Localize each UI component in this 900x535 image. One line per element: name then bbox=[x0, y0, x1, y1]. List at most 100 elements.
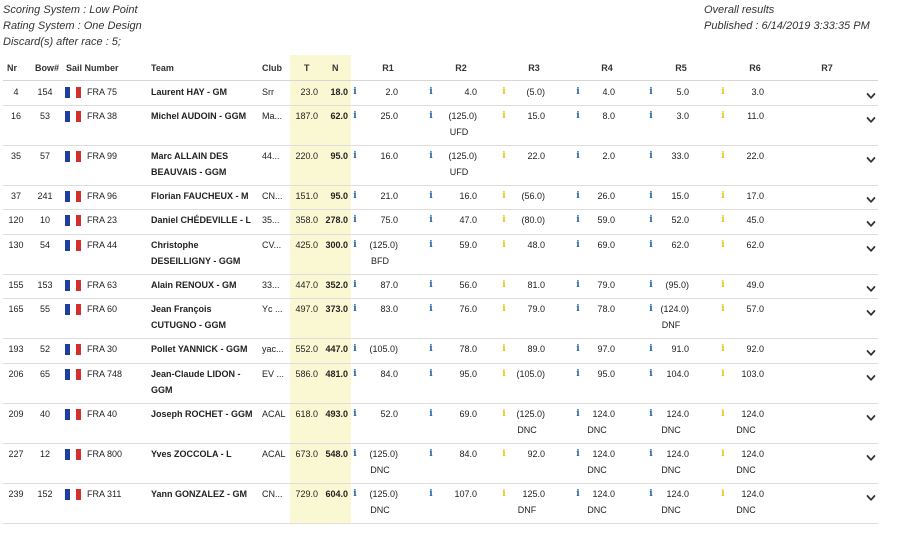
chevron-down-icon[interactable] bbox=[866, 241, 876, 252]
race-info-icon[interactable]: i bbox=[649, 240, 653, 250]
chevron-down-icon[interactable] bbox=[866, 305, 876, 316]
race-score: 2.0 bbox=[385, 87, 398, 97]
race-info-icon-alt[interactable]: i bbox=[721, 280, 725, 290]
race-info-icon[interactable]: i bbox=[649, 304, 653, 314]
row-net-info-icon[interactable]: i bbox=[353, 280, 357, 290]
chevron-down-icon[interactable] bbox=[866, 281, 876, 292]
row-net-info-icon[interactable]: i bbox=[353, 449, 357, 459]
race-info-icon-alt[interactable]: i bbox=[502, 449, 506, 459]
race-info-icon[interactable]: i bbox=[429, 489, 433, 499]
race-info-icon-alt[interactable]: i bbox=[502, 344, 506, 354]
race-penalty-code: DNC bbox=[661, 505, 681, 515]
race-info-icon[interactable]: i bbox=[429, 191, 433, 201]
chevron-down-icon[interactable] bbox=[866, 490, 876, 501]
race-info-icon-alt[interactable]: i bbox=[502, 489, 506, 499]
row-net-info-icon[interactable]: i bbox=[353, 489, 357, 499]
race-info-icon-alt[interactable]: i bbox=[721, 111, 725, 121]
row-net-info-icon[interactable]: i bbox=[353, 344, 357, 354]
row-net-info-icon[interactable]: i bbox=[353, 369, 357, 379]
race-info-icon[interactable]: i bbox=[576, 409, 580, 419]
race-info-icon[interactable]: i bbox=[576, 280, 580, 290]
race-info-icon[interactable]: i bbox=[576, 304, 580, 314]
race-info-icon-alt[interactable]: i bbox=[502, 280, 506, 290]
race-info-icon-alt[interactable]: i bbox=[502, 369, 506, 379]
row-net-info-icon[interactable]: i bbox=[353, 191, 357, 201]
race-info-icon-alt[interactable]: i bbox=[502, 215, 506, 225]
row-net-info-icon[interactable]: i bbox=[353, 240, 357, 250]
race-info-icon[interactable]: i bbox=[576, 344, 580, 354]
race-info-icon[interactable]: i bbox=[649, 111, 653, 121]
column-header-race-3: R3 bbox=[528, 63, 540, 73]
chevron-down-icon[interactable] bbox=[866, 88, 876, 99]
row-net-info-icon[interactable]: i bbox=[353, 215, 357, 225]
row-net-info-icon[interactable]: i bbox=[353, 151, 357, 161]
race-info-icon[interactable]: i bbox=[429, 280, 433, 290]
race-info-icon[interactable]: i bbox=[576, 489, 580, 499]
race-info-icon[interactable]: i bbox=[429, 304, 433, 314]
race-info-icon[interactable]: i bbox=[649, 280, 653, 290]
chevron-down-icon[interactable] bbox=[866, 345, 876, 356]
race-info-icon-alt[interactable]: i bbox=[502, 151, 506, 161]
race-score: 83.0 bbox=[380, 304, 398, 314]
race-info-icon[interactable]: i bbox=[429, 344, 433, 354]
race-score: 79.0 bbox=[597, 280, 615, 290]
race-info-icon-alt[interactable]: i bbox=[502, 409, 506, 419]
race-info-icon-alt[interactable]: i bbox=[721, 449, 725, 459]
row-net-info-icon[interactable]: i bbox=[353, 304, 357, 314]
race-info-icon[interactable]: i bbox=[649, 449, 653, 459]
race-info-icon[interactable]: i bbox=[576, 449, 580, 459]
race-info-icon-alt[interactable]: i bbox=[721, 87, 725, 97]
race-info-icon-alt[interactable]: i bbox=[502, 304, 506, 314]
chevron-down-icon[interactable] bbox=[866, 152, 876, 163]
row-net-info-icon[interactable]: i bbox=[353, 87, 357, 97]
race-info-icon[interactable]: i bbox=[649, 344, 653, 354]
race-info-icon-alt[interactable]: i bbox=[502, 111, 506, 121]
race-info-icon[interactable]: i bbox=[429, 240, 433, 250]
race-info-icon[interactable]: i bbox=[429, 369, 433, 379]
chevron-down-icon[interactable] bbox=[866, 370, 876, 381]
race-info-icon-alt[interactable]: i bbox=[721, 409, 725, 419]
race-info-icon-alt[interactable]: i bbox=[502, 240, 506, 250]
column-header-club: Club bbox=[262, 63, 282, 73]
race-info-icon-alt[interactable]: i bbox=[502, 191, 506, 201]
race-info-icon[interactable]: i bbox=[649, 369, 653, 379]
race-info-icon-alt[interactable]: i bbox=[502, 87, 506, 97]
column-header-race-4: R4 bbox=[601, 63, 613, 73]
race-info-icon-alt[interactable]: i bbox=[721, 489, 725, 499]
race-info-icon[interactable]: i bbox=[576, 240, 580, 250]
race-info-icon[interactable]: i bbox=[576, 151, 580, 161]
chevron-down-icon[interactable] bbox=[866, 112, 876, 123]
race-info-icon[interactable]: i bbox=[429, 111, 433, 121]
row-nr: 209 bbox=[8, 409, 24, 419]
race-info-icon-alt[interactable]: i bbox=[721, 369, 725, 379]
race-info-icon[interactable]: i bbox=[649, 151, 653, 161]
race-penalty-code: DNC bbox=[661, 425, 681, 435]
race-info-icon[interactable]: i bbox=[576, 111, 580, 121]
chevron-down-icon[interactable] bbox=[866, 216, 876, 227]
chevron-down-icon[interactable] bbox=[866, 192, 876, 203]
race-info-icon[interactable]: i bbox=[649, 87, 653, 97]
race-info-icon[interactable]: i bbox=[429, 151, 433, 161]
race-info-icon[interactable]: i bbox=[576, 369, 580, 379]
race-info-icon-alt[interactable]: i bbox=[721, 151, 725, 161]
row-net-info-icon[interactable]: i bbox=[353, 111, 357, 121]
race-info-icon[interactable]: i bbox=[649, 409, 653, 419]
row-net-info-icon[interactable]: i bbox=[353, 409, 357, 419]
race-info-icon-alt[interactable]: i bbox=[721, 215, 725, 225]
race-info-icon[interactable]: i bbox=[649, 191, 653, 201]
race-info-icon[interactable]: i bbox=[576, 191, 580, 201]
race-info-icon[interactable]: i bbox=[429, 409, 433, 419]
race-info-icon[interactable]: i bbox=[429, 87, 433, 97]
race-info-icon[interactable]: i bbox=[649, 215, 653, 225]
race-info-icon[interactable]: i bbox=[576, 215, 580, 225]
chevron-down-icon[interactable] bbox=[866, 410, 876, 421]
race-info-icon[interactable]: i bbox=[429, 449, 433, 459]
race-info-icon[interactable]: i bbox=[576, 87, 580, 97]
race-info-icon-alt[interactable]: i bbox=[721, 344, 725, 354]
chevron-down-icon[interactable] bbox=[866, 450, 876, 461]
race-info-icon[interactable]: i bbox=[429, 215, 433, 225]
race-info-icon-alt[interactable]: i bbox=[721, 240, 725, 250]
race-info-icon-alt[interactable]: i bbox=[721, 304, 725, 314]
race-info-icon[interactable]: i bbox=[649, 489, 653, 499]
race-info-icon-alt[interactable]: i bbox=[721, 191, 725, 201]
